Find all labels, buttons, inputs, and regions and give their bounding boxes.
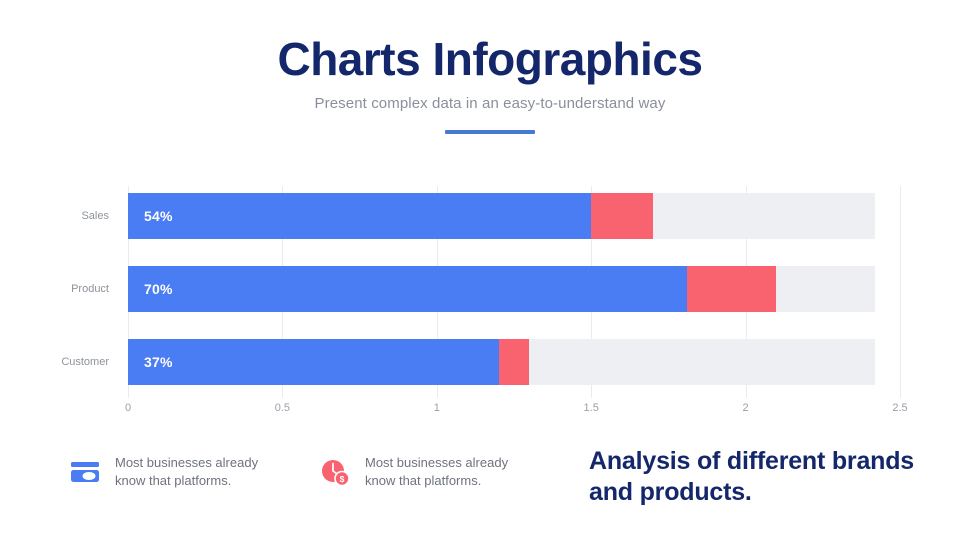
x-axis-tick-label: 2.5 [892,402,908,414]
page-subtitle: Present complex data in an easy-to-under… [314,94,666,112]
svg-text:$: $ [340,474,345,484]
bar-segment-secondary[interactable] [498,339,530,385]
chart-bar-row[interactable]: Customer 37% [61,339,900,385]
x-axis-tick-label: 0.5 [274,402,291,414]
legend: Most businesses already know that platfo… [68,454,520,491]
accent-underline [445,129,535,134]
x-axis-tick-label: 2 [742,402,749,414]
bar-segment-primary[interactable]: 37% [128,339,499,385]
bar-segment-primary[interactable]: 54% [128,193,592,239]
bar-value-label: 54% [144,208,173,224]
page-title: Charts Infographics [277,33,703,85]
bar-chart: 0 0.5 1 1.5 2 2.5 Sales 54% Product 70% Customer 37… [0,186,980,416]
chart-plot-area: 0 0.5 1 1.5 2 2.5 Sales 54% Product 70% Customer 37… [61,186,908,414]
bar-segment-secondary[interactable] [686,266,777,312]
footer: Most businesses already know that platfo… [0,440,980,550]
bar-segment-primary[interactable]: 70% [128,266,687,312]
y-axis-category-label: Customer [61,356,109,368]
chart-bar-row[interactable]: Product 70% [71,266,900,312]
clock-money-icon: $ [318,455,352,489]
legend-item[interactable]: $ Most businesses already know that platf… [318,454,520,491]
x-axis-tick-label: 1 [433,402,440,414]
footer-heading: Analysis of different brands and product… [589,447,915,506]
x-axis-tick-label: 0 [124,402,132,414]
bar-segment-secondary[interactable] [591,193,653,239]
chart-gridline [900,186,901,398]
y-axis-category-label: Product [71,283,109,295]
legend-item-label: Most businesses already know that platfo… [365,455,509,489]
bar-value-label: 70% [144,281,173,297]
x-axis-tick-label: 1.5 [583,402,599,414]
legend-item[interactable]: Most businesses already know that platfo… [68,454,270,491]
legend-item-label: Most businesses already know that platfo… [115,455,259,489]
chart-bar-row[interactable]: Sales 54% [81,193,900,239]
header: Charts Infographics Present complex data… [0,33,980,134]
y-axis-category-label: Sales [81,210,109,222]
bar-value-label: 37% [144,354,173,370]
credit-card-icon [68,455,102,489]
